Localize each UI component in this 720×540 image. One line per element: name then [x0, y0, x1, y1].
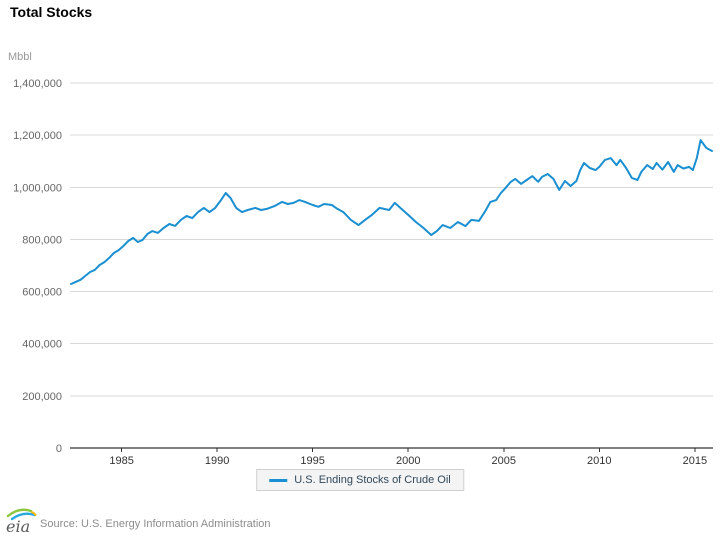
x-axis-tick-label: 2000: [396, 455, 420, 467]
x-axis-tick-label: 1990: [205, 455, 229, 467]
x-axis-tick-label: 1985: [109, 455, 133, 467]
x-axis-tick-label: 2015: [683, 455, 707, 467]
y-axis-unit-label: Mbbl: [8, 51, 32, 63]
x-axis-tick-label: 2010: [587, 455, 611, 467]
eia-logo-swoosh-blue: [10, 512, 37, 521]
y-axis-tick-label: 0: [56, 443, 62, 455]
y-axis-tick-label: 1,000,000: [13, 182, 62, 194]
source-attribution: Source: U.S. Energy Information Administ…: [40, 518, 271, 530]
x-axis-tick-label: 1995: [300, 455, 324, 467]
x-axis-tick-label: 2005: [492, 455, 516, 467]
y-axis-tick-label: 1,400,000: [13, 78, 62, 90]
y-axis-tick-label: 200,000: [22, 391, 62, 403]
eia-logo-swoosh-yellow: [31, 511, 37, 516]
y-axis-tick-label: 400,000: [22, 339, 62, 351]
legend-label: U.S. Ending Stocks of Crude Oil: [294, 474, 451, 486]
eia-logo-swoosh-green: [6, 508, 33, 518]
y-axis-tick-label: 600,000: [22, 287, 62, 299]
eia-logo-text: eia: [6, 517, 30, 536]
page-title: Total Stocks: [10, 4, 93, 20]
series-line-crude-oil-stocks: [70, 139, 713, 285]
y-axis-tick-label: 1,200,000: [13, 130, 62, 142]
legend-item-crude-oil-stocks[interactable]: U.S. Ending Stocks of Crude Oil: [256, 469, 464, 491]
legend-line-swatch: [269, 478, 288, 482]
y-axis-tick-label: 800,000: [22, 234, 62, 246]
eia-logo[interactable]: eia: [4, 506, 40, 536]
